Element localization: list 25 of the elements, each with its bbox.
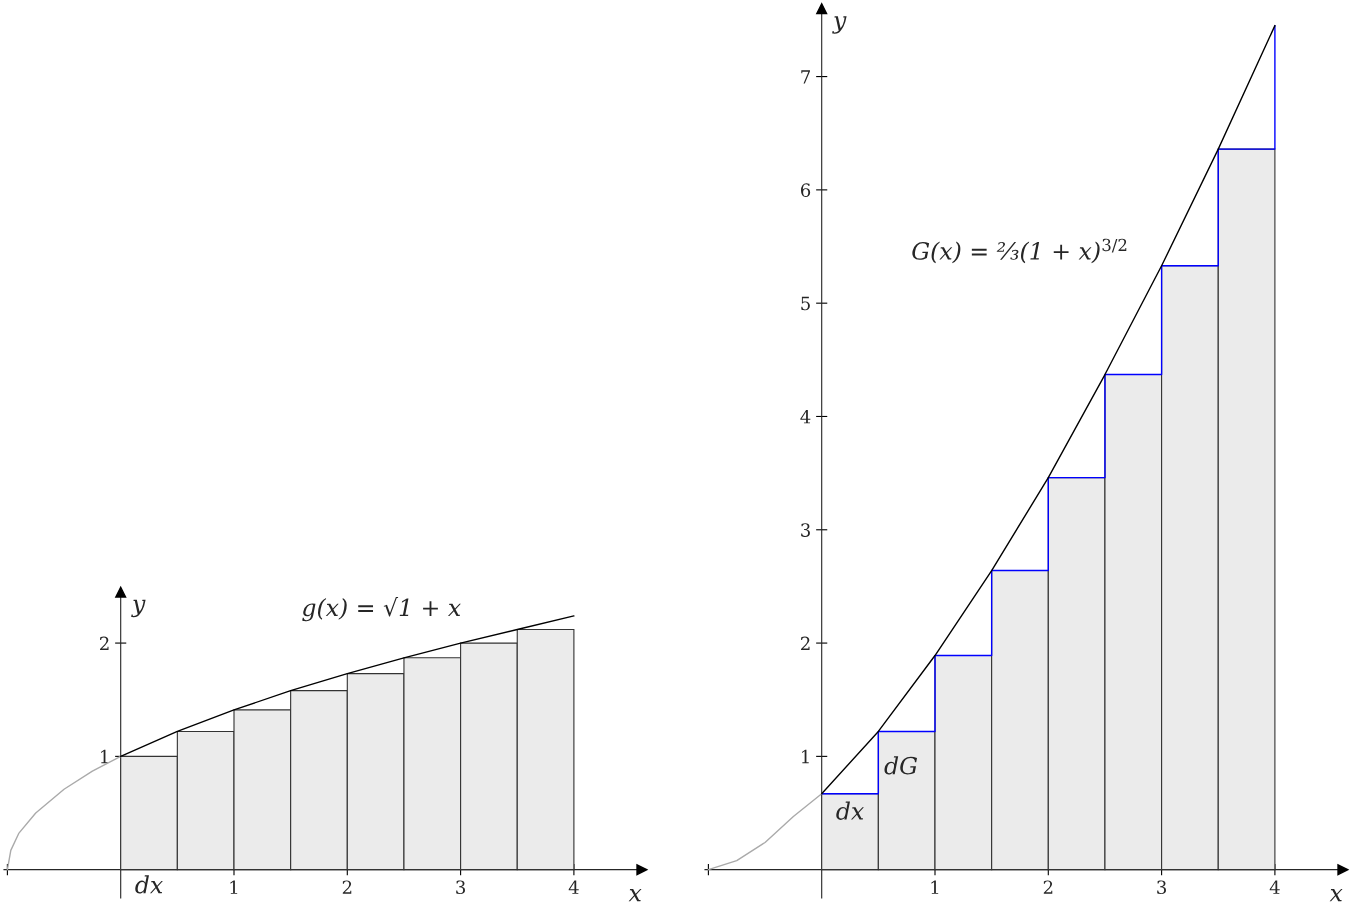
x-tick-label: 3 [456, 880, 465, 895]
y-tick-label: 1 [802, 749, 809, 764]
x-tick-label: 1 [931, 880, 939, 894]
x-tick-label: 4 [1269, 880, 1280, 894]
y-tick-label: 2 [801, 636, 810, 650]
line-series [707, 793, 823, 871]
y-axis-title: y [131, 599, 146, 618]
annotation: G(x) = ⅔(1 + x)$^{3/2}$ [912, 238, 1127, 264]
y-tick-label: 7 [801, 70, 810, 84]
x-tick-label: 1 [230, 880, 238, 894]
y-axis-title: y [832, 16, 847, 34]
x-tick-label: 2 [342, 880, 352, 894]
annotation: g(x) = √1 + x [302, 596, 461, 622]
x-axis-title: x [1329, 888, 1343, 902]
annotation: dx [836, 801, 864, 820]
x-tick-label: 4 [568, 880, 579, 894]
y-tick-label: 6 [801, 183, 811, 197]
y-tick-label: 5 [801, 296, 810, 311]
x-tick-label: 2 [1043, 880, 1053, 894]
annotation: dG [884, 756, 918, 775]
x-axis-title: x [628, 888, 642, 902]
annotation: dx [135, 875, 163, 894]
y-tick-label: 3 [801, 523, 810, 537]
x-tick-label: 3 [1157, 880, 1166, 895]
y-tick-label: 4 [800, 409, 811, 424]
